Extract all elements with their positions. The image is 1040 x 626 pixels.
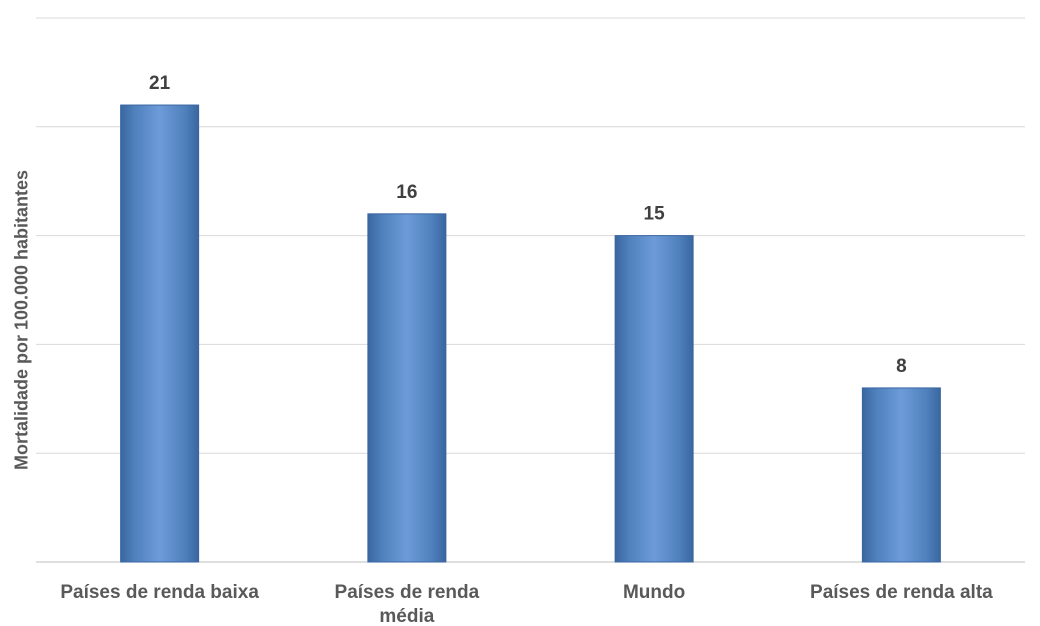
bar-3 (861, 387, 941, 563)
data-label-1: 16 (396, 182, 417, 203)
x-tick-label-1: Países de renda média (335, 582, 480, 626)
x-tick-line-1-1: média (379, 606, 434, 626)
bar-0 (120, 104, 200, 563)
x-tick-line-1-0: Países de renda (335, 582, 480, 603)
x-tick-label-2: Mundo (623, 582, 685, 603)
data-label-0: 21 (149, 73, 171, 94)
x-tick-label-3: Países de renda alta (810, 582, 993, 603)
x-tick-line-2-0: Mundo (623, 582, 685, 603)
x-tick-label-0: Países de renda baixa (60, 582, 259, 603)
x-tick-line-3-0: Países de renda alta (810, 582, 993, 603)
bar-1 (367, 213, 447, 563)
bar-2 (614, 235, 694, 563)
data-label-2: 15 (644, 204, 666, 225)
x-tick-line-0-0: Países de renda baixa (60, 582, 259, 603)
data-label-3: 8 (896, 356, 907, 377)
